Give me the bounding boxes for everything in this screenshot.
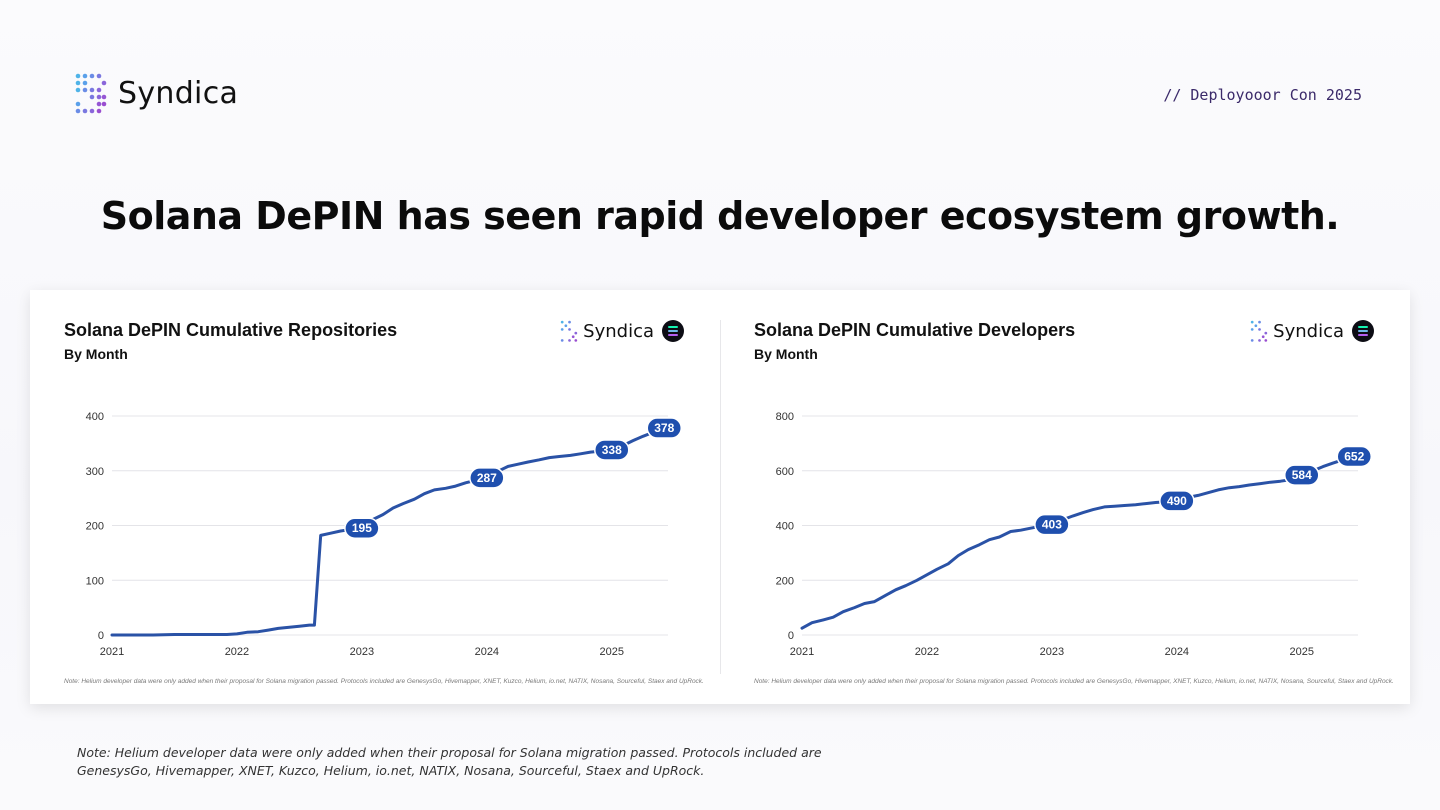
- x-tick-label: 2025: [1290, 646, 1314, 658]
- chart-logo-text: Syndica: [583, 320, 654, 342]
- x-tick-label: 2023: [350, 646, 374, 658]
- data-label-badge: [1336, 445, 1373, 468]
- syndica-dots-logo-icon: [560, 320, 578, 342]
- x-tick-label: 2021: [100, 646, 124, 658]
- chart-note: Note: Helium developer data were only ad…: [754, 678, 1394, 685]
- y-tick-label: 800: [776, 411, 794, 423]
- x-tick-label: 2024: [1165, 646, 1189, 658]
- x-tick-label: 2024: [475, 646, 499, 658]
- data-label-text: 378: [654, 421, 674, 435]
- syndica-dots-logo-icon: [75, 73, 107, 114]
- developers-line-chart: 0 200 400 600 800 2021 2022 2023 2024 2025 403 490 5…: [776, 411, 1373, 658]
- data-label: 490: [1159, 490, 1195, 512]
- chart-title: Solana DePIN Cumulative Developers: [754, 320, 1076, 340]
- data-label: 287: [469, 467, 505, 489]
- data-label-badge: [1034, 513, 1070, 536]
- data-label-text: 287: [477, 471, 497, 485]
- solana-logo-icon: [1352, 320, 1374, 342]
- chart-subtitle: By Month: [64, 346, 128, 362]
- chart-note: Note: Helium developer data were only ad…: [64, 678, 704, 685]
- developers-chart-panel: Solana DePIN Cumulative Developers By Mo…: [720, 290, 1410, 704]
- slide-headline: Solana DePIN has seen rapid developer ec…: [100, 194, 1340, 238]
- data-label-badge: [646, 417, 683, 439]
- data-label: 378: [646, 417, 683, 439]
- data-label-text: 652: [1344, 450, 1364, 464]
- y-tick-label: 300: [86, 466, 104, 478]
- y-tick-label: 0: [98, 630, 104, 642]
- data-label-text: 195: [352, 521, 372, 535]
- y-tick-label: 400: [86, 411, 104, 423]
- data-label-badge: [1159, 490, 1195, 512]
- syndica-brand: Syndica: [74, 72, 238, 114]
- y-tick-label: 0: [788, 630, 794, 642]
- data-label-text: 584: [1292, 468, 1312, 482]
- data-label: 195: [344, 517, 380, 539]
- data-label-text: 403: [1042, 518, 1062, 532]
- data-label: 403: [1034, 513, 1070, 536]
- x-tick-label: 2021: [790, 646, 814, 658]
- x-tick-label: 2023: [1040, 646, 1064, 658]
- y-tick-label: 100: [86, 575, 104, 587]
- solana-logo-icon: [662, 320, 684, 342]
- panel-divider: [720, 320, 721, 674]
- data-label-badge: [469, 467, 505, 489]
- data-label-badge: [1284, 464, 1320, 486]
- data-label: 652: [1336, 445, 1373, 468]
- chart-subtitle: By Month: [754, 346, 818, 362]
- x-tick-label: 2022: [225, 646, 249, 658]
- x-tick-label: 2025: [600, 646, 624, 658]
- slide-footnote: Note: Helium developer data were only ad…: [77, 745, 822, 778]
- series-line: [110, 426, 666, 637]
- data-label-text: 490: [1167, 494, 1187, 508]
- data-label-text: 338: [602, 443, 622, 457]
- repositories-line-chart: 0 100 200 300 400 2021 2022 2023 2024 2025 195 287 3…: [86, 411, 683, 658]
- data-label-badge: [594, 439, 630, 461]
- event-tag: // Deployooor Con 2025: [1163, 86, 1362, 104]
- data-label: 338: [594, 439, 630, 461]
- chart-logo: Syndica: [560, 320, 684, 342]
- syndica-dots-logo-icon: [1250, 320, 1268, 342]
- chart-title: Solana DePIN Cumulative Repositories: [64, 320, 398, 340]
- repositories-chart-panel: Solana DePIN Cumulative Repositories By …: [30, 290, 720, 704]
- data-label: 584: [1284, 464, 1320, 486]
- y-tick-label: 400: [776, 521, 794, 533]
- y-tick-label: 600: [776, 466, 794, 478]
- y-tick-label: 200: [776, 575, 794, 587]
- chart-logo: Syndica: [1250, 320, 1374, 342]
- data-label-badge: [344, 517, 380, 539]
- charts-card: Solana DePIN Cumulative Repositories By …: [30, 290, 1410, 704]
- y-tick-label: 200: [86, 521, 104, 533]
- series-line: [800, 455, 1356, 630]
- chart-logo-text: Syndica: [1273, 320, 1344, 342]
- brand-name: Syndica: [118, 75, 239, 111]
- x-tick-label: 2022: [915, 646, 939, 658]
